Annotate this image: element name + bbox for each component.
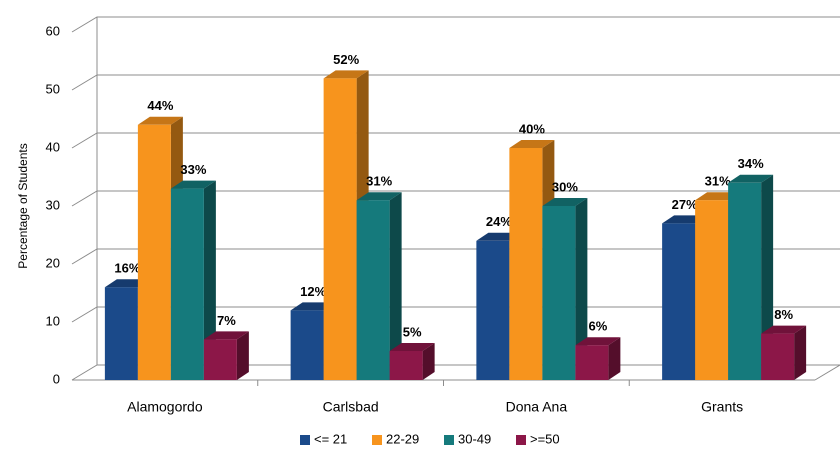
value-label: 44% [147,98,173,113]
bar-side [608,337,621,380]
legend-swatch [516,435,526,445]
bar-top [542,198,588,206]
value-label: 40% [519,121,545,136]
value-label: 12% [300,284,326,299]
legend-label: 30-49 [458,431,491,446]
grid-line [71,132,840,149]
bar-side [389,192,402,380]
y-tick-label: 60 [46,23,60,38]
bar-top [389,343,435,351]
bar [389,351,423,380]
legend-swatch [372,435,382,445]
bar-side [236,331,249,380]
value-label: 52% [333,52,359,67]
y-tick-label: 20 [46,255,60,270]
bar-side [575,198,588,380]
bar [170,188,204,380]
grid-line [71,16,840,33]
x-tick-label: Grants [701,399,743,415]
bar-top [137,116,183,125]
legend-label: <= 21 [314,431,347,446]
floor-edge [814,364,840,381]
bar-top [761,325,807,334]
bar [137,124,171,380]
bar [728,182,762,380]
bar [104,287,138,380]
bar [290,310,324,380]
y-tick-label: 0 [53,371,60,386]
bar-top [203,331,249,340]
bar [323,78,357,381]
x-tick-label: Carlsbad [323,399,379,415]
grid-line [71,306,840,323]
bar [575,345,609,380]
legend-label: >=50 [530,431,560,446]
bar [662,223,696,380]
bar [509,148,543,380]
value-label: 33% [180,162,206,177]
value-label: 31% [705,174,731,189]
value-label: 34% [738,156,764,171]
bar-side [794,325,807,380]
value-label: 27% [672,197,698,212]
bar-top [728,174,774,183]
y-axis-label: Percentage of Students [16,143,30,268]
value-label: 6% [588,319,607,334]
legend-label: 22-29 [386,431,419,446]
y-tick-label: 40 [46,139,60,154]
bar [542,206,576,380]
grid-line [71,248,840,265]
value-label: 8% [774,307,793,322]
x-tick-label: Alamogordo [127,399,203,415]
value-label: 5% [403,324,422,339]
value-label: 31% [366,174,392,189]
bar-top [575,337,621,346]
legend-swatch [300,435,310,445]
x-tick-label: Dona Ana [506,399,568,415]
value-label: 16% [114,261,140,276]
value-label: 30% [552,179,578,194]
bar-top [170,180,216,189]
grid-line [71,190,840,207]
y-tick-label: 50 [46,81,60,96]
bar-side [422,343,435,380]
y-tick-label: 10 [46,313,60,328]
bar [476,240,510,380]
bar-top [509,140,555,148]
bar-side [203,180,216,380]
bar-top [356,192,402,201]
bar [761,333,795,380]
value-label: 7% [217,313,236,328]
legend-swatch [444,435,454,445]
grid-line [71,74,840,91]
bar-top [323,70,369,79]
value-label: 24% [486,214,512,229]
y-tick-label: 30 [46,197,60,212]
bar [356,200,390,380]
bar [203,339,237,380]
bar [695,200,729,380]
